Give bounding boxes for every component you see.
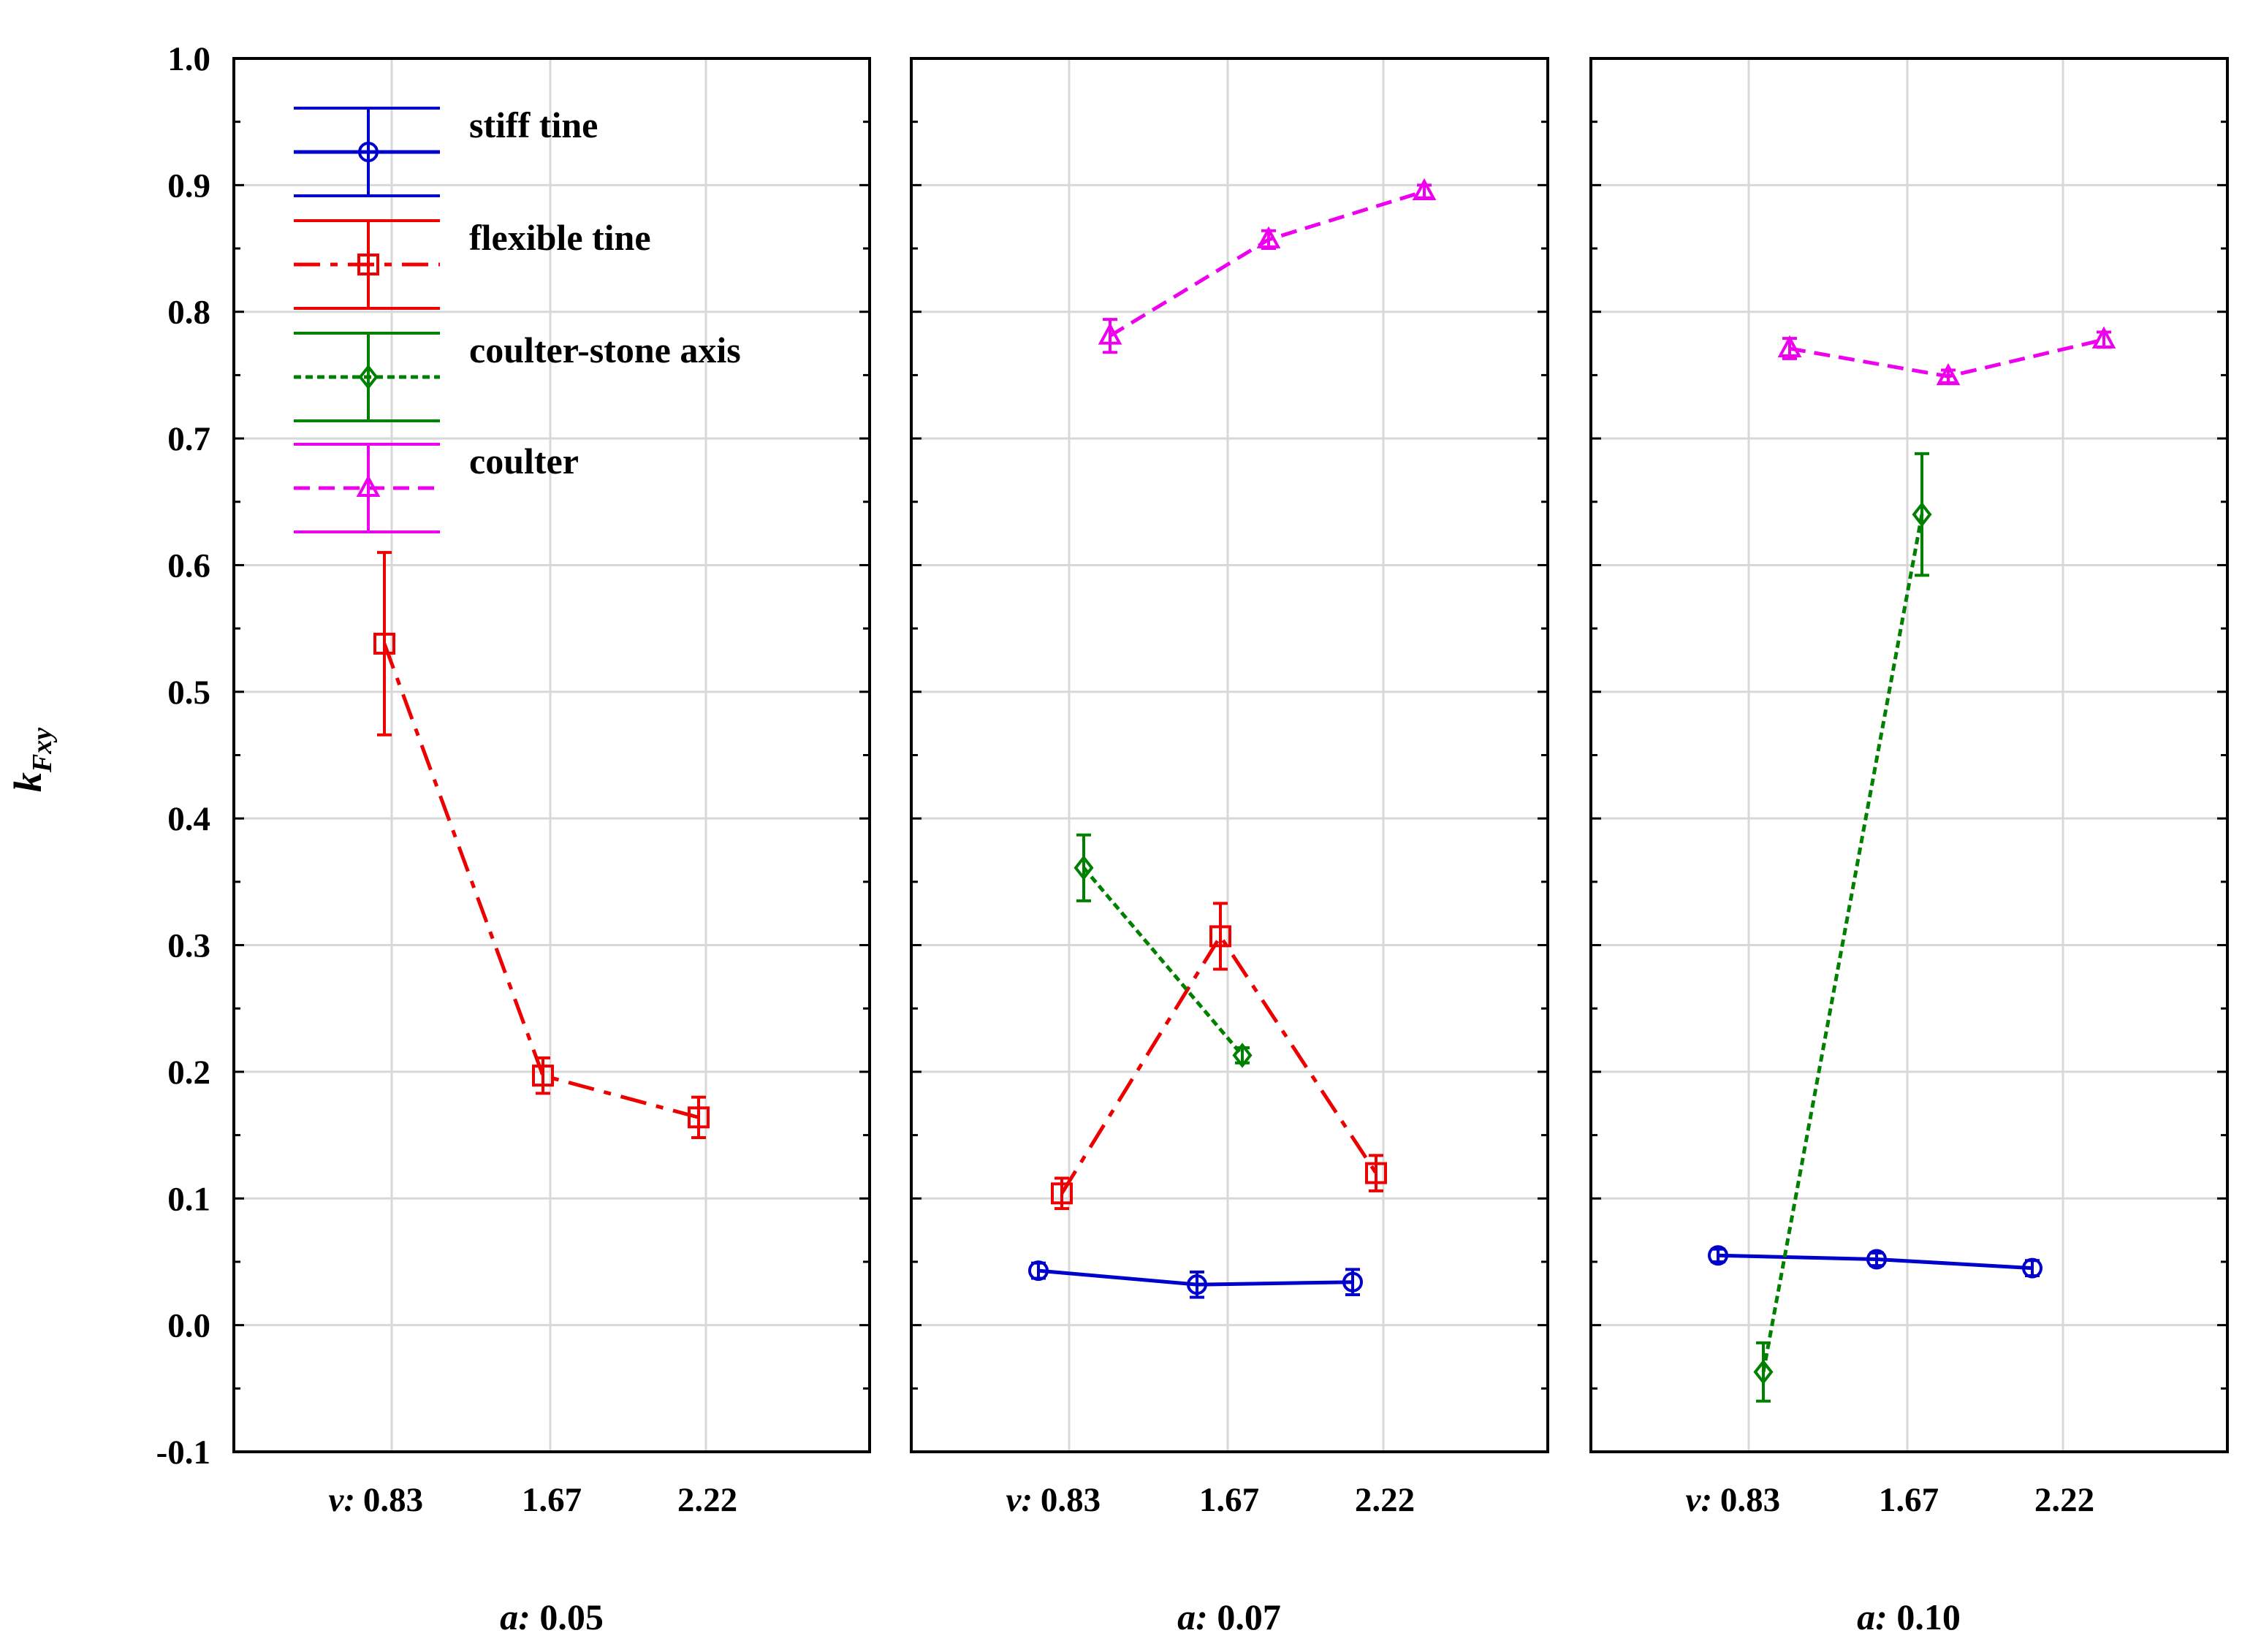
data-point: [1708, 1245, 1728, 1266]
x-tick-prefix: v:: [1685, 1481, 1712, 1519]
data-point: [1753, 1359, 1774, 1385]
series-layer: [373, 178, 2116, 1403]
legend: stiff tine flexible tine coulter-stone axi…: [294, 104, 741, 533]
data-point: [358, 364, 379, 390]
y-tick-label: 0.5: [167, 674, 210, 712]
panel-label: a: 0.07: [1177, 1596, 1281, 1637]
y-tick-label: 0.9: [167, 167, 210, 205]
data-point: [358, 142, 379, 162]
series-flexible-tine: [373, 551, 710, 1140]
series-flexible-tine: [1051, 902, 1387, 1211]
legend-item: stiff tine: [294, 104, 598, 197]
panel-label: a: 0.05: [500, 1596, 604, 1637]
panel-labels: a: 0.05 a: 0.07 a: 0.10: [500, 1596, 1961, 1637]
data-point: [356, 474, 381, 497]
data-point: [1098, 322, 1122, 345]
data-point: [1209, 925, 1231, 948]
data-point: [1232, 1043, 1253, 1068]
data-point: [1074, 855, 1094, 881]
x-tick-label: 0.83: [1041, 1481, 1101, 1519]
data-point: [373, 632, 395, 655]
panel-frame: [1589, 57, 2229, 1453]
x-tick-label: 2.22: [2034, 1481, 2094, 1519]
legend-item: coulter: [294, 441, 579, 533]
grid-layer: [234, 58, 2227, 1452]
x-tick-label: 1.67: [1879, 1481, 1939, 1519]
x-tick-label: 1.67: [522, 1481, 582, 1519]
series-line: [1082, 867, 1244, 1057]
data-point: [1936, 362, 1961, 386]
y-tick-label: -0.1: [156, 1434, 210, 1472]
y-tick-labels: 1.0 0.9 0.8 0.7 0.6 0.5 0.4 0.3 0.2 0.1 0.0 -0.1: [156, 40, 210, 1472]
y-tick-label: 0.4: [167, 800, 210, 838]
panel-frames: [232, 57, 2229, 1453]
y-tick-label: 0.3: [167, 927, 210, 965]
data-point: [688, 1106, 710, 1129]
data-point: [2091, 326, 2116, 349]
x-tick-label: 0.83: [363, 1481, 423, 1519]
y-tick-label: 0.0: [167, 1307, 210, 1345]
legend-label: stiff tine: [469, 104, 598, 145]
tick-marks: [234, 57, 2227, 1453]
legend-label: flexible tine: [469, 217, 651, 258]
x-tick-label: 0.83: [1720, 1481, 1780, 1519]
x-tick-label: 2.22: [1355, 1481, 1415, 1519]
y-tick-label: 0.6: [167, 547, 210, 585]
data-point: [1365, 1162, 1387, 1184]
y-tick-label: 1.0: [167, 40, 210, 78]
data-point: [1912, 501, 1932, 528]
data-point: [532, 1065, 554, 1087]
data-point: [2022, 1257, 2042, 1279]
data-point: [1342, 1271, 1363, 1293]
legend-item: flexible tine: [294, 217, 651, 310]
y-tick-label: 0.1: [167, 1180, 210, 1218]
series-stiff-tine: [1028, 1260, 1363, 1299]
data-point: [1187, 1274, 1207, 1295]
series-coulter-stone-axis: [1753, 452, 1932, 1403]
data-point: [1051, 1182, 1073, 1205]
x-tick-label: 2.22: [677, 1481, 737, 1519]
y-tick-label: 0.2: [167, 1054, 210, 1092]
legend-label: coulter-stone axis: [469, 330, 741, 370]
panel-label: a: 0.10: [1857, 1596, 1961, 1637]
x-tick-prefix: v:: [1006, 1481, 1033, 1519]
panel-frame: [910, 57, 1549, 1453]
y-tick-label: 0.8: [167, 294, 210, 332]
y-tick-label: 0.7: [167, 420, 210, 458]
legend-label: coulter: [469, 441, 579, 481]
legend-item: coulter-stone axis: [294, 330, 741, 422]
data-point: [1412, 178, 1437, 201]
panel-frame: [232, 57, 871, 1453]
data-point: [1256, 226, 1281, 248]
series-line: [1109, 189, 1425, 338]
series-line: [1761, 514, 1924, 1373]
series-coulter: [1098, 178, 1437, 354]
data-point: [1777, 335, 1802, 358]
series-line: [1060, 932, 1378, 1195]
series-coulter: [1777, 326, 2116, 386]
x-tick-prefix: v:: [328, 1481, 355, 1519]
series-line: [382, 643, 699, 1119]
x-tick-label: 1.67: [1199, 1481, 1259, 1519]
x-tick-labels: v: 0.83 1.67 2.22 v: 0.83 1.67 2.22 v: 0.83 1.67 2.…: [328, 1481, 2094, 1519]
data-point: [1028, 1260, 1049, 1282]
y-axis-title: kFxy: [6, 728, 58, 792]
series-coulter-stone-axis: [1074, 833, 1253, 1068]
data-point: [1866, 1249, 1887, 1270]
series-stiff-tine: [1708, 1245, 2042, 1279]
data-point: [357, 254, 379, 275]
